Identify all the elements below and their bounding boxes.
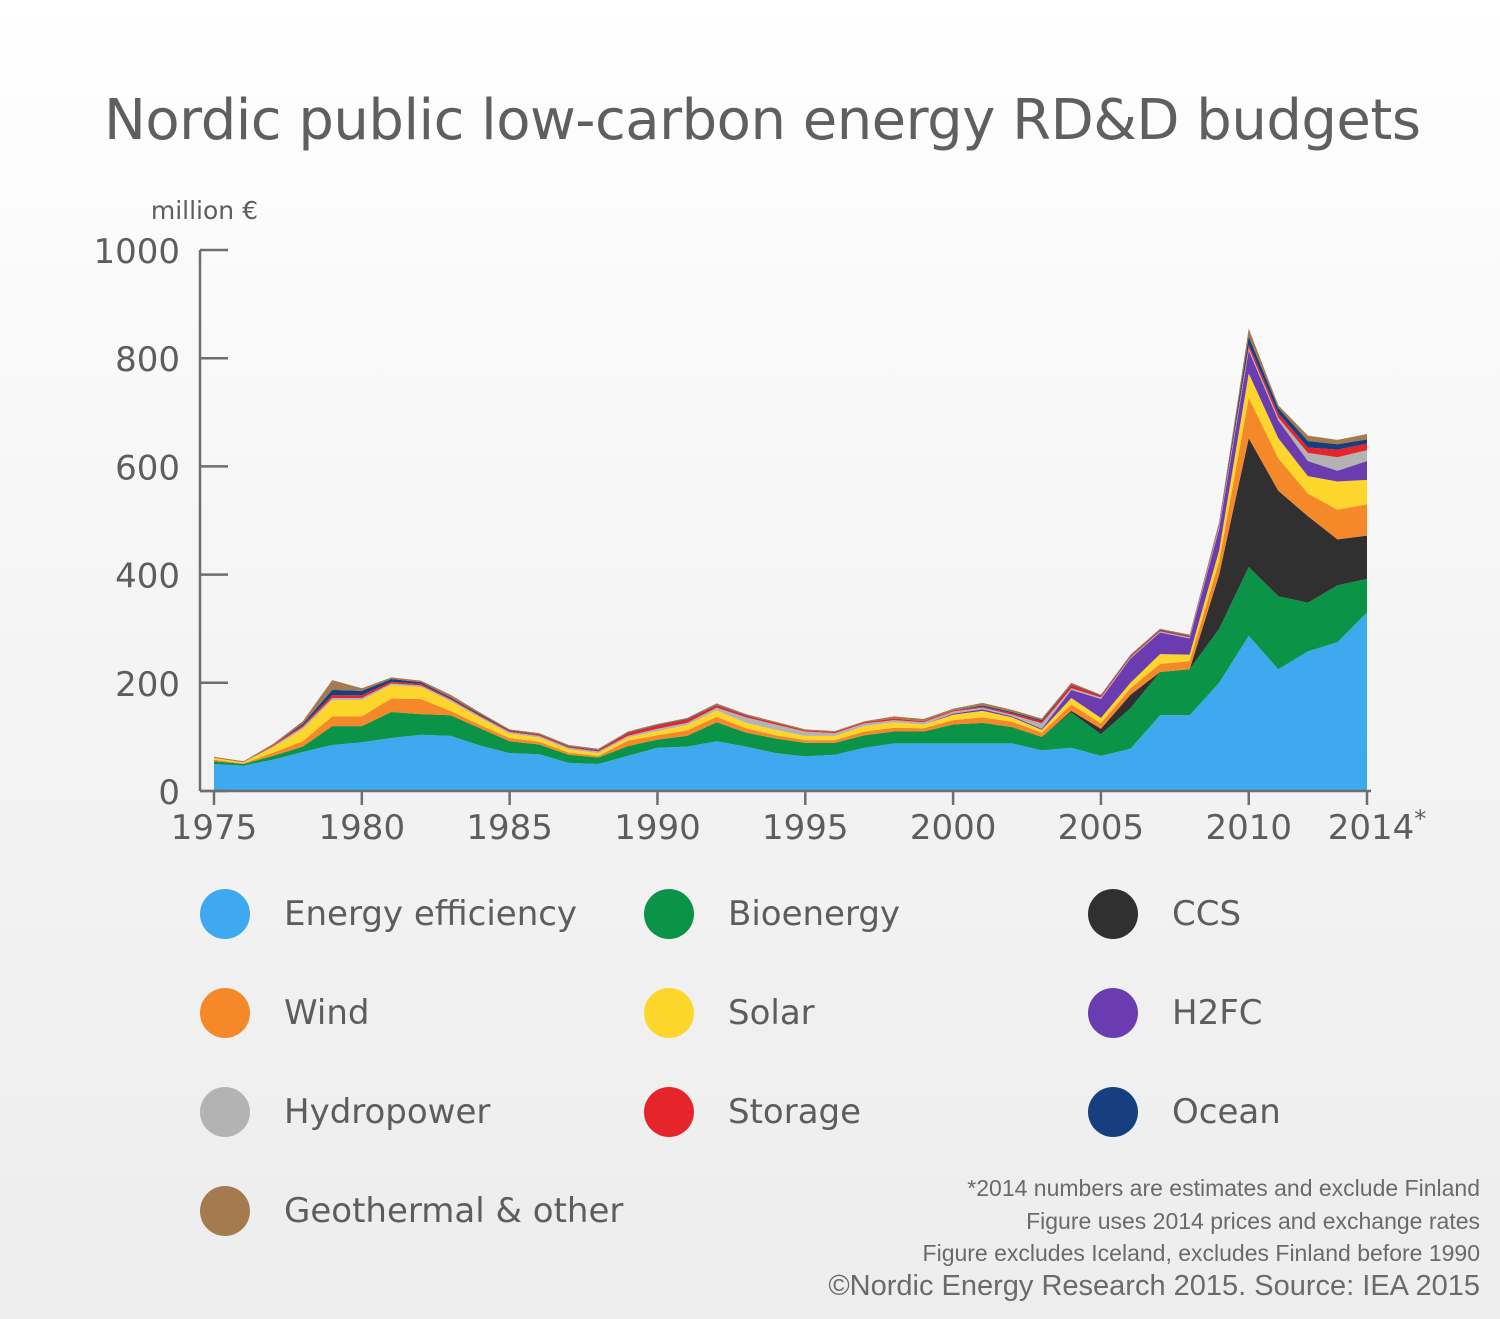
x-tick-label: 1995 xyxy=(762,808,849,848)
x-tick-label: 1985 xyxy=(466,808,553,848)
y-tick-label: 0 xyxy=(158,773,180,813)
x-tick-label: 2010 xyxy=(1205,808,1292,848)
y-tick-label: 600 xyxy=(115,448,180,488)
note-line: Figure excludes Iceland, excludes Finlan… xyxy=(922,1240,1480,1266)
x-tick-label: 2000 xyxy=(910,808,997,848)
area-wind xyxy=(214,397,1367,764)
y-tick-label: 400 xyxy=(115,557,180,597)
note-line: Figure uses 2014 prices and exchange rat… xyxy=(1026,1207,1480,1234)
x-tick-label: 2005 xyxy=(1058,808,1145,848)
x-tick-label: 1990 xyxy=(614,808,701,848)
y-tick-label: 1000 xyxy=(93,232,180,272)
chart-title: Nordic public low-carbon energy RD&D bud… xyxy=(104,88,1421,153)
chart-notes: *2014 numbers are estimates and exclude … xyxy=(828,1172,1480,1303)
x-tick-label: 1975 xyxy=(171,808,258,848)
y-axis-label: million € xyxy=(151,196,258,225)
x-tick-label: 1980 xyxy=(319,808,406,848)
source-credit: ©Nordic Energy Research 2015. Source: IE… xyxy=(828,1269,1480,1302)
y-tick-label: 200 xyxy=(115,665,180,705)
area-bioenergy xyxy=(214,567,1367,766)
area-ccs xyxy=(214,438,1367,764)
y-tick-label: 800 xyxy=(115,340,180,380)
note-line: *2014 numbers are estimates and exclude … xyxy=(967,1175,1480,1201)
area-energy-efficiency xyxy=(214,612,1367,791)
x-tick-label: 2014* xyxy=(1328,805,1427,848)
